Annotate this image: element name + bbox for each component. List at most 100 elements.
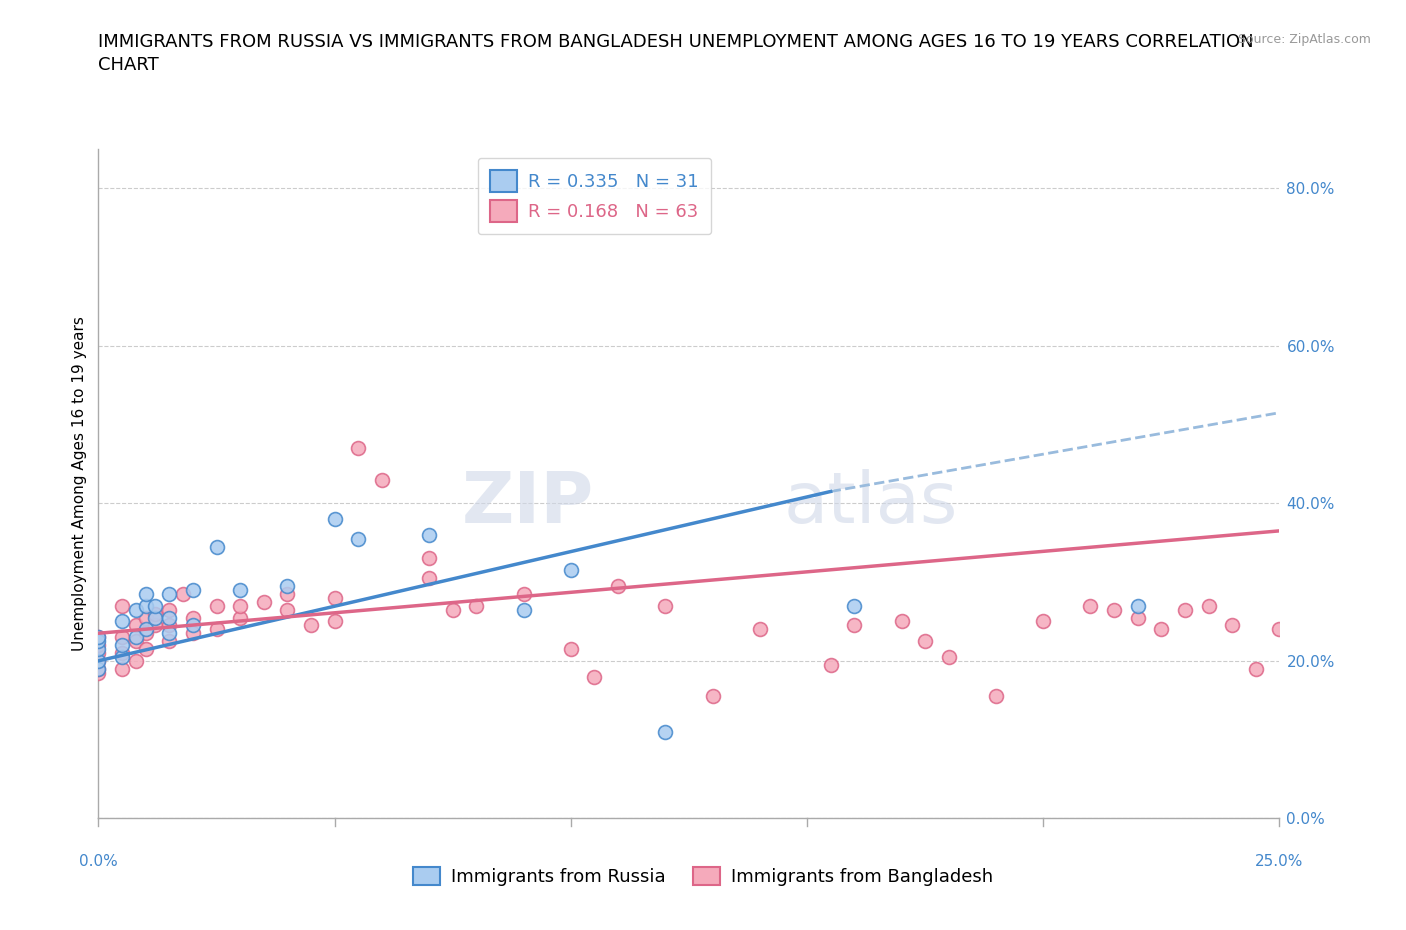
- Point: [1102, 603, 1125, 618]
- Point: [125, 654, 148, 669]
- Point: [1220, 618, 1243, 632]
- Point: [418, 571, 440, 586]
- Text: Source: ZipAtlas.com: Source: ZipAtlas.com: [1237, 33, 1371, 46]
- Point: [125, 603, 148, 618]
- Point: [157, 587, 180, 602]
- Point: [111, 638, 134, 653]
- Point: [111, 661, 134, 676]
- Point: [157, 603, 180, 618]
- Point: [1080, 598, 1102, 613]
- Point: [1198, 598, 1220, 613]
- Point: [323, 614, 346, 629]
- Point: [938, 649, 960, 664]
- Point: [125, 618, 148, 632]
- Point: [229, 610, 252, 625]
- Point: [172, 587, 194, 602]
- Point: [276, 578, 298, 593]
- Text: ZIP: ZIP: [463, 470, 595, 538]
- Point: [111, 598, 134, 613]
- Point: [143, 606, 166, 621]
- Point: [111, 645, 134, 660]
- Point: [181, 610, 204, 625]
- Point: [157, 633, 180, 648]
- Point: [512, 587, 534, 602]
- Point: [465, 598, 488, 613]
- Text: 0.0%: 0.0%: [79, 854, 118, 869]
- Point: [276, 603, 298, 618]
- Point: [87, 642, 110, 657]
- Legend: Immigrants from Russia, Immigrants from Bangladesh: Immigrants from Russia, Immigrants from …: [406, 859, 1000, 893]
- Point: [143, 598, 166, 613]
- Point: [441, 603, 464, 618]
- Point: [253, 594, 276, 609]
- Point: [844, 618, 866, 632]
- Point: [181, 618, 204, 632]
- Point: [583, 670, 606, 684]
- Text: atlas: atlas: [783, 470, 957, 538]
- Point: [87, 661, 110, 676]
- Point: [87, 633, 110, 648]
- Point: [157, 626, 180, 641]
- Point: [914, 633, 936, 648]
- Point: [205, 598, 228, 613]
- Point: [157, 610, 180, 625]
- Point: [607, 578, 630, 593]
- Point: [1268, 622, 1291, 637]
- Point: [347, 531, 370, 546]
- Point: [748, 622, 770, 637]
- Point: [87, 645, 110, 660]
- Point: [87, 654, 110, 669]
- Point: [111, 614, 134, 629]
- Point: [143, 618, 166, 632]
- Legend: R = 0.335   N = 31, R = 0.168   N = 63: R = 0.335 N = 31, R = 0.168 N = 63: [478, 158, 711, 234]
- Point: [135, 587, 157, 602]
- Point: [820, 658, 842, 672]
- Point: [371, 472, 394, 487]
- Point: [143, 610, 166, 625]
- Point: [125, 630, 148, 644]
- Point: [984, 689, 1007, 704]
- Point: [125, 633, 148, 648]
- Point: [1126, 598, 1149, 613]
- Y-axis label: Unemployment Among Ages 16 to 19 years: Unemployment Among Ages 16 to 19 years: [72, 316, 87, 651]
- Point: [135, 626, 157, 641]
- Point: [157, 618, 180, 632]
- Point: [87, 654, 110, 669]
- Point: [560, 642, 582, 657]
- Point: [1174, 603, 1197, 618]
- Point: [135, 598, 157, 613]
- Text: 25.0%: 25.0%: [1256, 854, 1303, 869]
- Point: [87, 638, 110, 653]
- Point: [87, 630, 110, 644]
- Point: [1244, 661, 1267, 676]
- Point: [111, 630, 134, 644]
- Text: CHART: CHART: [98, 56, 159, 73]
- Point: [890, 614, 912, 629]
- Point: [1126, 610, 1149, 625]
- Point: [1150, 622, 1173, 637]
- Point: [135, 610, 157, 625]
- Point: [229, 598, 252, 613]
- Point: [323, 591, 346, 605]
- Point: [181, 582, 204, 597]
- Point: [87, 661, 110, 676]
- Text: IMMIGRANTS FROM RUSSIA VS IMMIGRANTS FROM BANGLADESH UNEMPLOYMENT AMONG AGES 16 : IMMIGRANTS FROM RUSSIA VS IMMIGRANTS FRO…: [98, 33, 1254, 50]
- Point: [87, 630, 110, 644]
- Point: [512, 603, 534, 618]
- Point: [205, 539, 228, 554]
- Point: [844, 598, 866, 613]
- Point: [299, 618, 322, 632]
- Point: [1032, 614, 1054, 629]
- Point: [702, 689, 724, 704]
- Point: [418, 551, 440, 565]
- Point: [87, 665, 110, 680]
- Point: [205, 622, 228, 637]
- Point: [276, 587, 298, 602]
- Point: [418, 527, 440, 542]
- Point: [111, 649, 134, 664]
- Point: [654, 598, 676, 613]
- Point: [347, 441, 370, 456]
- Point: [323, 512, 346, 526]
- Point: [181, 626, 204, 641]
- Point: [229, 582, 252, 597]
